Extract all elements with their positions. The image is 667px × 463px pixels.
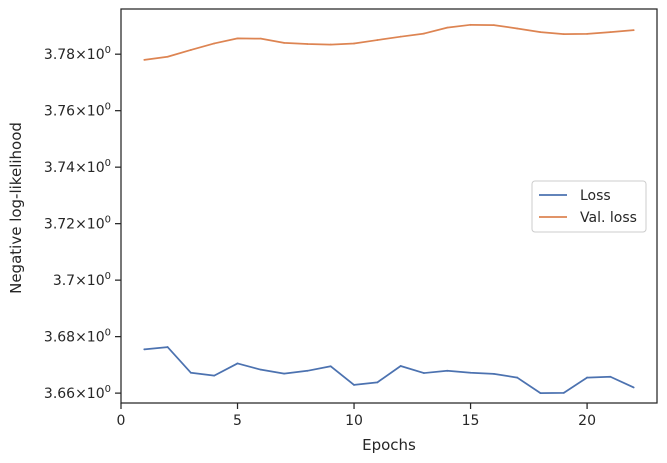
data-point <box>586 32 588 35</box>
y-tick-label: 3.7×100 <box>53 271 111 289</box>
data-point <box>446 26 449 29</box>
y-tick-label: 3.78×100 <box>44 45 111 63</box>
y-tick-label: 3.66×100 <box>44 384 111 402</box>
data-point <box>586 376 588 379</box>
data-point <box>353 42 355 45</box>
data-point <box>213 374 216 377</box>
data-point <box>329 365 332 368</box>
y-axis-label: Negative log-likelihood <box>7 122 25 294</box>
x-tick-label: 20 <box>578 413 596 429</box>
series-line-loss <box>144 346 635 394</box>
data-point <box>469 371 472 374</box>
data-point <box>562 391 565 394</box>
legend-label: Loss <box>580 188 611 204</box>
data-point <box>539 392 542 395</box>
data-point <box>166 346 169 348</box>
axes-layer: 0 5 10 15 20 3.66×100 3.68×100 3.7×100 3.72×100 3… <box>44 8 658 429</box>
data-point <box>492 373 495 375</box>
data-point <box>306 369 309 372</box>
data-point <box>306 43 309 45</box>
data-point <box>399 35 402 38</box>
series-layer <box>143 23 635 395</box>
data-point <box>190 371 192 374</box>
data-point <box>423 372 425 374</box>
data-point <box>632 29 635 32</box>
data-point <box>283 41 286 44</box>
data-point <box>259 37 262 40</box>
legend-label: Val. loss <box>580 210 637 226</box>
data-point <box>376 381 379 384</box>
data-point <box>516 376 519 379</box>
data-point <box>469 23 472 26</box>
data-point <box>329 43 332 46</box>
data-point <box>609 31 612 34</box>
data-point <box>213 42 216 45</box>
data-point <box>609 375 612 378</box>
data-point <box>562 33 565 36</box>
data-point <box>516 27 519 30</box>
data-point <box>539 31 542 34</box>
data-point <box>423 32 425 35</box>
data-point <box>190 49 192 51</box>
data-point <box>259 368 262 371</box>
y-tick-label: 3.74×100 <box>44 158 111 176</box>
data-point <box>446 369 449 372</box>
x-tick-label: 0 <box>117 413 126 429</box>
y-tick-label: 3.72×100 <box>44 215 111 233</box>
data-point <box>166 55 169 58</box>
data-point <box>143 58 146 61</box>
y-tick-label: 3.76×100 <box>44 102 111 120</box>
legend-box <box>531 180 647 233</box>
data-point <box>376 39 379 41</box>
data-point <box>236 362 239 365</box>
data-point <box>399 365 402 367</box>
data-point <box>236 37 239 40</box>
x-tick-label: 5 <box>233 413 242 429</box>
data-point <box>283 372 286 375</box>
data-point <box>632 386 635 389</box>
plot-frame <box>120 8 658 404</box>
data-point <box>353 384 355 386</box>
x-tick-label: 15 <box>462 413 480 429</box>
legend: Loss Val. loss <box>531 180 647 233</box>
data-point <box>492 24 495 26</box>
x-axis-label: Epochs <box>362 436 416 454</box>
series-line-val-loss <box>144 23 634 61</box>
y-tick-label: 3.68×100 <box>44 328 111 346</box>
x-tick-label: 10 <box>345 413 363 429</box>
data-point <box>143 348 146 351</box>
